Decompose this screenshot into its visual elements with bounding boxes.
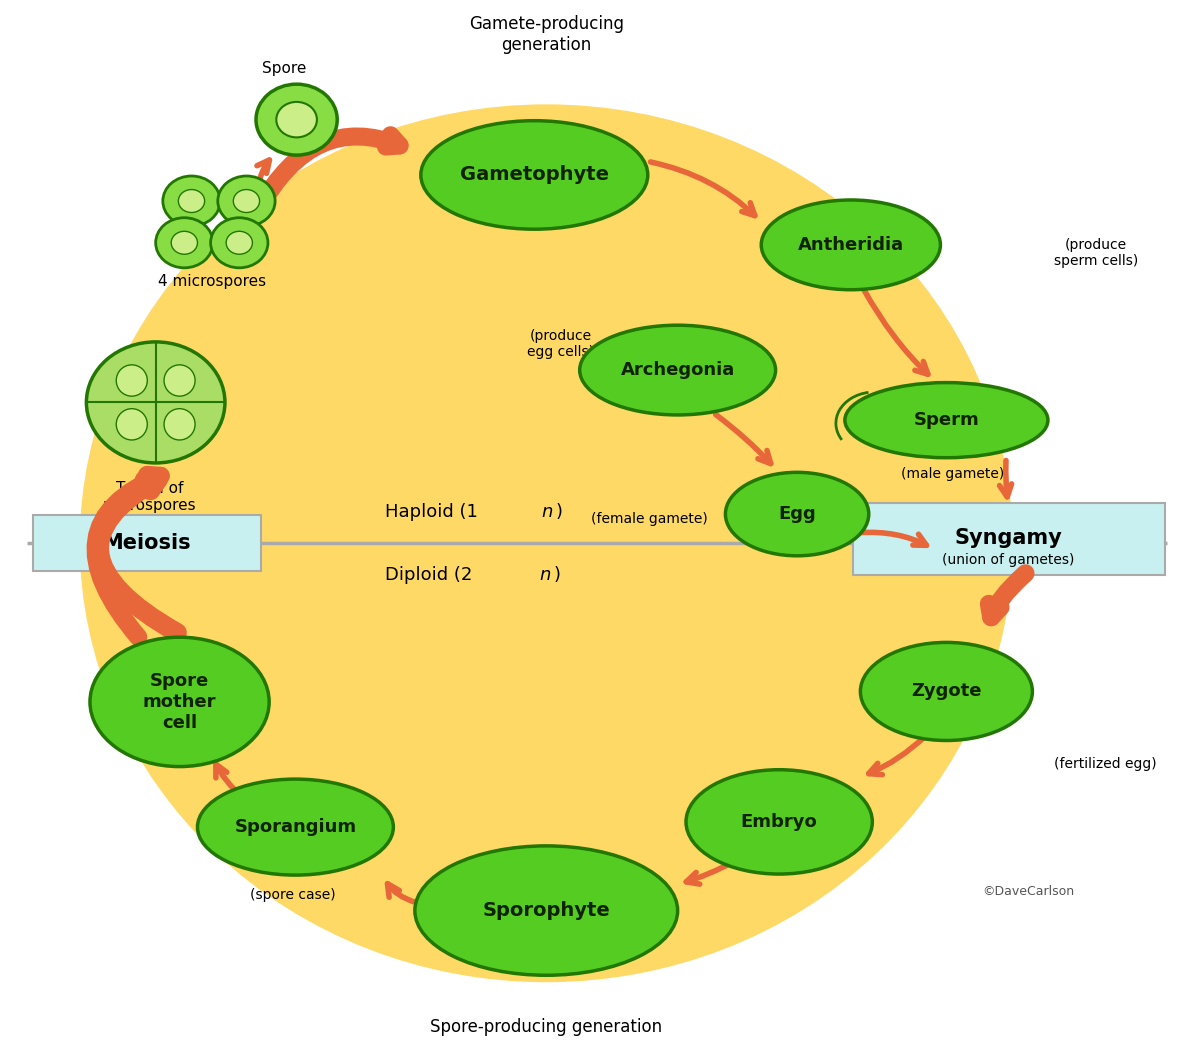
Circle shape: [226, 231, 252, 254]
Text: Antheridia: Antheridia: [798, 236, 904, 254]
Circle shape: [86, 342, 224, 463]
Ellipse shape: [116, 365, 148, 397]
Text: Tetrad of
microspores: Tetrad of microspores: [103, 480, 197, 513]
Circle shape: [179, 190, 205, 213]
Circle shape: [217, 176, 275, 227]
Circle shape: [172, 231, 198, 254]
Text: Gamete-producing
generation: Gamete-producing generation: [469, 16, 624, 55]
Text: (produce
egg cells): (produce egg cells): [527, 329, 594, 359]
Text: (union of gametes): (union of gametes): [942, 553, 1075, 566]
Text: Syngamy: Syngamy: [955, 528, 1062, 548]
Text: Haploid (1: Haploid (1: [385, 502, 478, 521]
Ellipse shape: [90, 637, 269, 767]
Text: n: n: [539, 565, 551, 583]
Ellipse shape: [726, 472, 869, 556]
Text: Spore: Spore: [263, 61, 307, 76]
Text: Gametophyte: Gametophyte: [460, 166, 608, 185]
Circle shape: [211, 218, 268, 267]
Text: Meiosis: Meiosis: [102, 533, 191, 553]
FancyBboxPatch shape: [32, 515, 260, 572]
FancyBboxPatch shape: [853, 502, 1165, 575]
Text: (male gamete): (male gamete): [901, 467, 1004, 481]
Ellipse shape: [80, 105, 1012, 982]
Text: ©DaveCarlson: ©DaveCarlson: [983, 885, 1074, 898]
Text: 4 microspores: 4 microspores: [157, 274, 266, 290]
Ellipse shape: [686, 770, 872, 874]
Ellipse shape: [164, 409, 196, 440]
Text: (fertilized egg): (fertilized egg): [1054, 757, 1157, 771]
Text: Spore
mother
cell: Spore mother cell: [143, 672, 216, 732]
Text: (female gamete): (female gamete): [590, 512, 708, 527]
Text: Zygote: Zygote: [911, 683, 982, 701]
Ellipse shape: [845, 383, 1048, 457]
Ellipse shape: [415, 845, 678, 976]
Text: (produce
sperm cells): (produce sperm cells): [1054, 238, 1138, 269]
Ellipse shape: [761, 200, 941, 290]
Circle shape: [256, 84, 337, 155]
Circle shape: [233, 190, 259, 213]
Circle shape: [156, 218, 214, 267]
Text: Egg: Egg: [779, 505, 816, 523]
Text: Embryo: Embryo: [740, 813, 817, 831]
Ellipse shape: [860, 642, 1032, 741]
Ellipse shape: [421, 121, 648, 229]
Text: Archegonia: Archegonia: [620, 361, 734, 379]
Ellipse shape: [164, 365, 196, 397]
Text: Sperm: Sperm: [913, 411, 979, 429]
Text: n: n: [541, 502, 553, 521]
Ellipse shape: [116, 409, 148, 440]
Text: ): ): [553, 565, 560, 583]
Text: Sporangium: Sporangium: [234, 818, 356, 836]
Text: Diploid (2: Diploid (2: [385, 565, 473, 583]
Text: (spore case): (spore case): [251, 887, 336, 902]
Text: ): ): [556, 502, 563, 521]
Text: Sporophyte: Sporophyte: [482, 901, 610, 920]
Text: Spore-producing generation: Spore-producing generation: [430, 1018, 662, 1035]
Circle shape: [163, 176, 220, 227]
Ellipse shape: [198, 779, 394, 875]
Ellipse shape: [580, 325, 775, 415]
Circle shape: [276, 102, 317, 137]
